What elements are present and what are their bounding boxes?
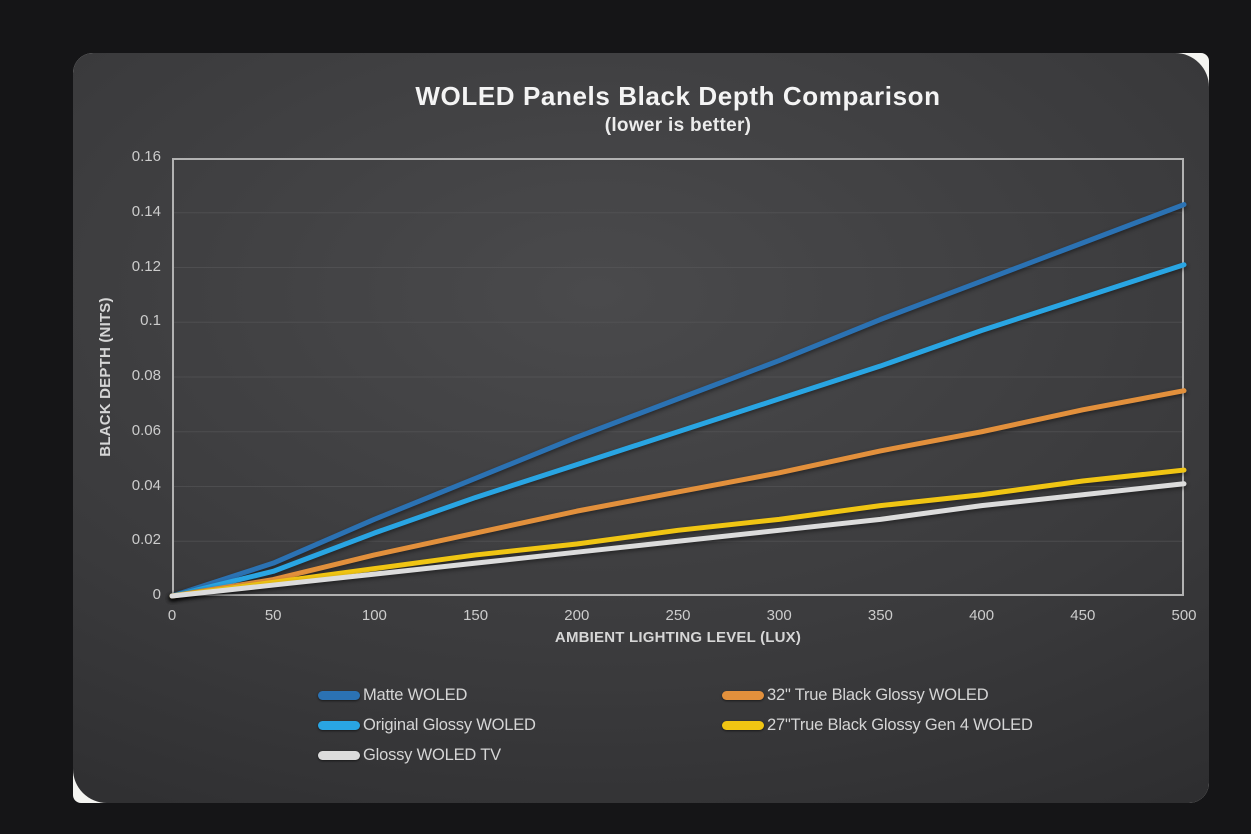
legend-label: Glossy WOLED TV [363,745,501,764]
plot-area [169,158,1187,599]
legend-label: 27"True Black Glossy Gen 4 WOLED [767,715,1033,734]
legend-label: 32" True Black Glossy WOLED [767,685,989,704]
y-tick-label: 0.08 [131,367,161,384]
x-tick-label: 150 [463,607,489,624]
x-tick-label: 500 [1171,607,1197,624]
legend-label: Matte WOLED [363,685,468,704]
series-line [169,481,1187,599]
y-tick-label: 0.14 [131,202,161,220]
legend-item: Matte WOLED [318,685,467,705]
legend-swatch-icon [318,690,360,700]
series-line [169,467,1187,599]
x-tick-label: 350 [867,607,893,624]
chart-title: WOLED Panels Black Depth Comparison [415,81,941,111]
x-tick-label: 100 [361,607,387,624]
series-line [169,388,1187,599]
legend-item: Glossy WOLED TV [318,745,501,765]
legend-swatch-icon [318,750,360,760]
y-tick-label: 0.04 [131,476,161,494]
y-tick-label: 0.16 [131,148,161,165]
y-tick-label: 0.1 [140,312,161,330]
y-tick-label: 0.06 [131,421,161,439]
x-tick-label: 400 [969,607,995,624]
chart-subtitle: (lower is better) [604,115,752,136]
series-line [169,202,1187,599]
legend-swatch-icon [318,720,360,730]
plot-border [172,158,1184,596]
y-tick-label: 0.02 [131,531,161,549]
x-tick-label: 50 [264,607,282,624]
legend-item: 32" True Black Glossy WOLED [722,685,989,705]
legend-swatch-icon [722,690,764,700]
x-tick-label: 300 [766,607,792,624]
legend-item: 27"True Black Glossy Gen 4 WOLED [722,715,1033,735]
chart-canvas [169,158,1187,599]
legend-swatch-icon [722,720,764,730]
x-axis-title: AMBIENT LIGHTING LEVEL (LUX) [554,629,802,646]
x-tick-label: 450 [1070,607,1096,624]
series-line [169,262,1187,599]
y-tick-label: 0 [152,586,161,603]
chart-card: WOLED Panels Black Depth Comparison (low… [73,53,1209,803]
x-tick-label: 200 [564,607,590,624]
x-tick-label: 250 [665,607,691,624]
legend-item: Original Glossy WOLED [318,715,536,735]
x-tick-label: 0 [167,607,177,624]
y-tick-label: 0.12 [131,257,161,275]
legend-label: Original Glossy WOLED [363,715,536,734]
